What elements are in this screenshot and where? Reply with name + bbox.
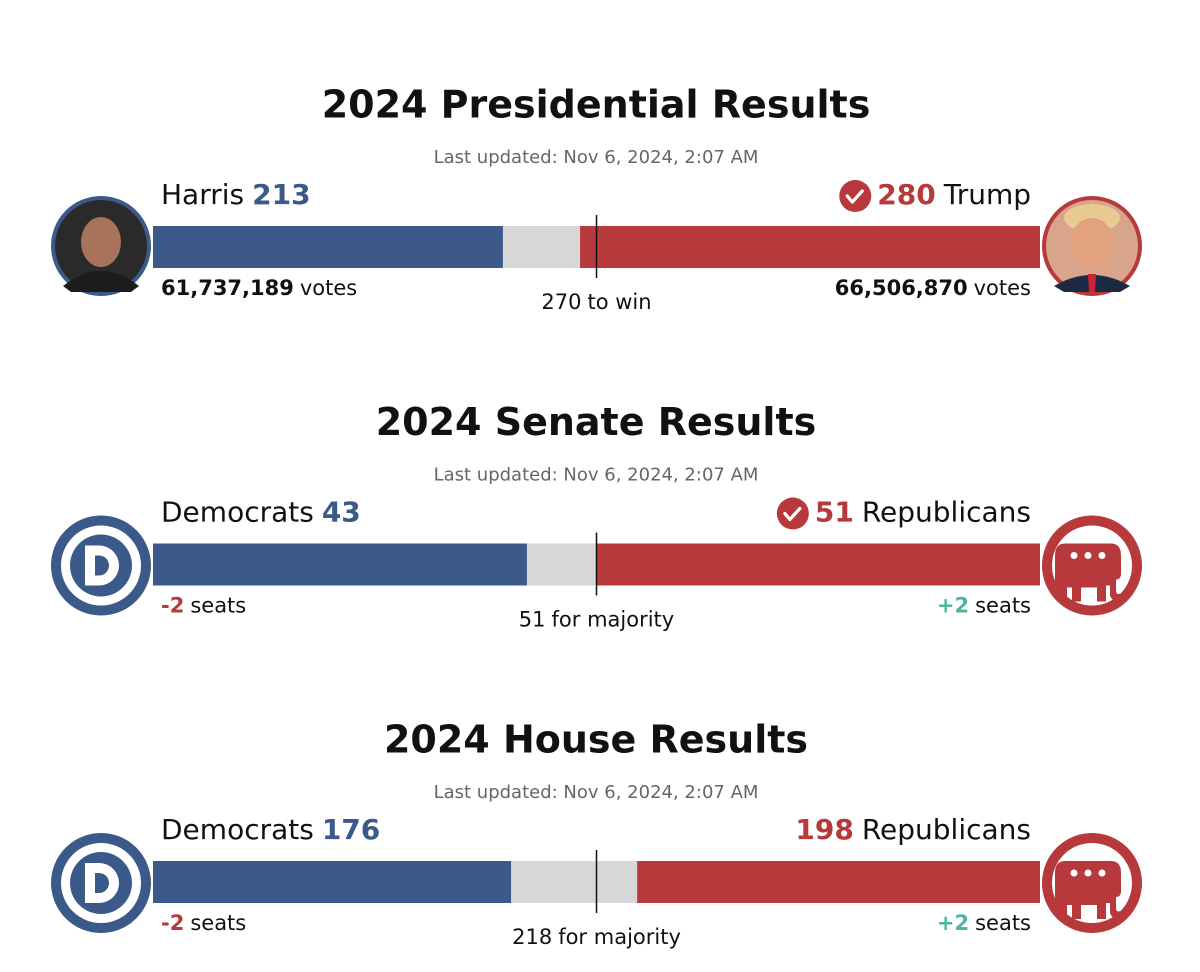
threshold-label: 218 for majority xyxy=(512,925,681,949)
right-bar xyxy=(580,226,1040,268)
right-name-row: 280 Trump xyxy=(877,178,1031,211)
right-stat-unit: votes xyxy=(974,276,1031,300)
right-stat-row: 66,506,870 votes xyxy=(835,276,1031,300)
winner-check xyxy=(839,180,872,212)
left-name: Harris xyxy=(161,178,244,211)
photo-tie xyxy=(1088,274,1096,292)
threshold-label: 270 to win xyxy=(541,290,651,314)
republican-logo xyxy=(1042,515,1142,616)
section-title: 2024 Senate Results xyxy=(376,400,817,444)
right-value: 280 xyxy=(877,178,935,211)
left-stat: -2 xyxy=(161,594,184,618)
last-updated: Last updated: Nov 6, 2024, 2:07 AM xyxy=(434,782,759,803)
logo-disc xyxy=(70,852,132,914)
logo-elephant xyxy=(1055,861,1121,919)
left-bar xyxy=(153,543,527,586)
right-stat: 66,506,870 xyxy=(835,276,968,300)
threshold-text: to win xyxy=(588,290,652,314)
right-name: Trump xyxy=(943,178,1031,211)
last-updated: Last updated: Nov 6, 2024, 2:07 AM xyxy=(434,147,759,168)
logo-star xyxy=(1084,552,1092,559)
right-stat-unit: seats xyxy=(975,911,1031,935)
left-stat: 61,737,189 xyxy=(161,276,294,300)
section-title: 2024 House Results xyxy=(384,718,808,762)
candidate-photo xyxy=(51,196,151,296)
right-name-row: 198 Republicans xyxy=(795,813,1031,846)
section-title: 2024 Presidential Results xyxy=(322,83,871,127)
logo-elephant xyxy=(1055,543,1121,602)
logo-star xyxy=(1098,869,1106,877)
left-bar xyxy=(153,226,503,268)
threshold-value: 270 xyxy=(541,290,581,314)
democrat-logo xyxy=(51,833,151,933)
winner-check-mark xyxy=(845,189,864,204)
right-stat: +2 xyxy=(937,594,969,618)
left-bar xyxy=(153,861,512,903)
photo-face xyxy=(81,217,121,267)
left-stat-row: -2 seats xyxy=(161,911,246,935)
logo-d xyxy=(85,545,120,586)
logo-disc xyxy=(70,534,132,597)
left-name-row: Democrats 43 xyxy=(161,496,361,529)
last-updated: Last updated: Nov 6, 2024, 2:07 AM xyxy=(434,465,759,486)
right-stat-unit: seats xyxy=(975,594,1031,618)
winner-check xyxy=(776,497,809,530)
threshold-value: 51 xyxy=(519,608,546,632)
left-stat-unit: votes xyxy=(300,276,357,300)
right-name: Republicans xyxy=(862,496,1031,529)
right-stat-row: +2 seats xyxy=(937,594,1031,618)
threshold-text: for majority xyxy=(558,925,681,949)
candidate-photo xyxy=(1042,196,1142,296)
left-stat-row: 61,737,189 votes xyxy=(161,276,357,300)
left-stat: -2 xyxy=(161,911,184,935)
photo-face xyxy=(1070,218,1114,270)
left-stat-row: -2 seats xyxy=(161,594,246,618)
logo-star xyxy=(1070,552,1078,559)
left-stat-unit: seats xyxy=(190,911,246,935)
logo-star xyxy=(1084,869,1092,877)
logo-star xyxy=(1098,552,1106,559)
threshold-text: for majority xyxy=(552,608,675,632)
threshold-value: 218 xyxy=(512,925,552,949)
left-value: 43 xyxy=(322,496,361,529)
left-value: 213 xyxy=(252,178,310,211)
right-stat-row: +2 seats xyxy=(937,911,1031,935)
right-value: 198 xyxy=(795,813,853,846)
right-name-row: 51 Republicans xyxy=(815,496,1031,529)
right-stat: +2 xyxy=(937,911,969,935)
left-name-row: Democrats 176 xyxy=(161,813,380,846)
left-value: 176 xyxy=(322,813,380,846)
logo-d xyxy=(85,863,119,903)
threshold-label: 51 for majority xyxy=(519,608,674,632)
right-name: Republicans xyxy=(862,813,1031,846)
left-name-row: Harris 213 xyxy=(161,178,311,211)
photo-body xyxy=(63,271,139,292)
democrat-logo xyxy=(51,515,151,616)
winner-check-mark xyxy=(783,506,802,522)
right-bar xyxy=(637,861,1040,903)
left-stat-unit: seats xyxy=(190,594,246,618)
republican-logo xyxy=(1042,833,1142,933)
logo-star xyxy=(1070,869,1078,877)
right-bar xyxy=(596,543,1040,586)
left-name: Democrats xyxy=(161,813,314,846)
right-value: 51 xyxy=(815,496,854,529)
left-name: Democrats xyxy=(161,496,314,529)
